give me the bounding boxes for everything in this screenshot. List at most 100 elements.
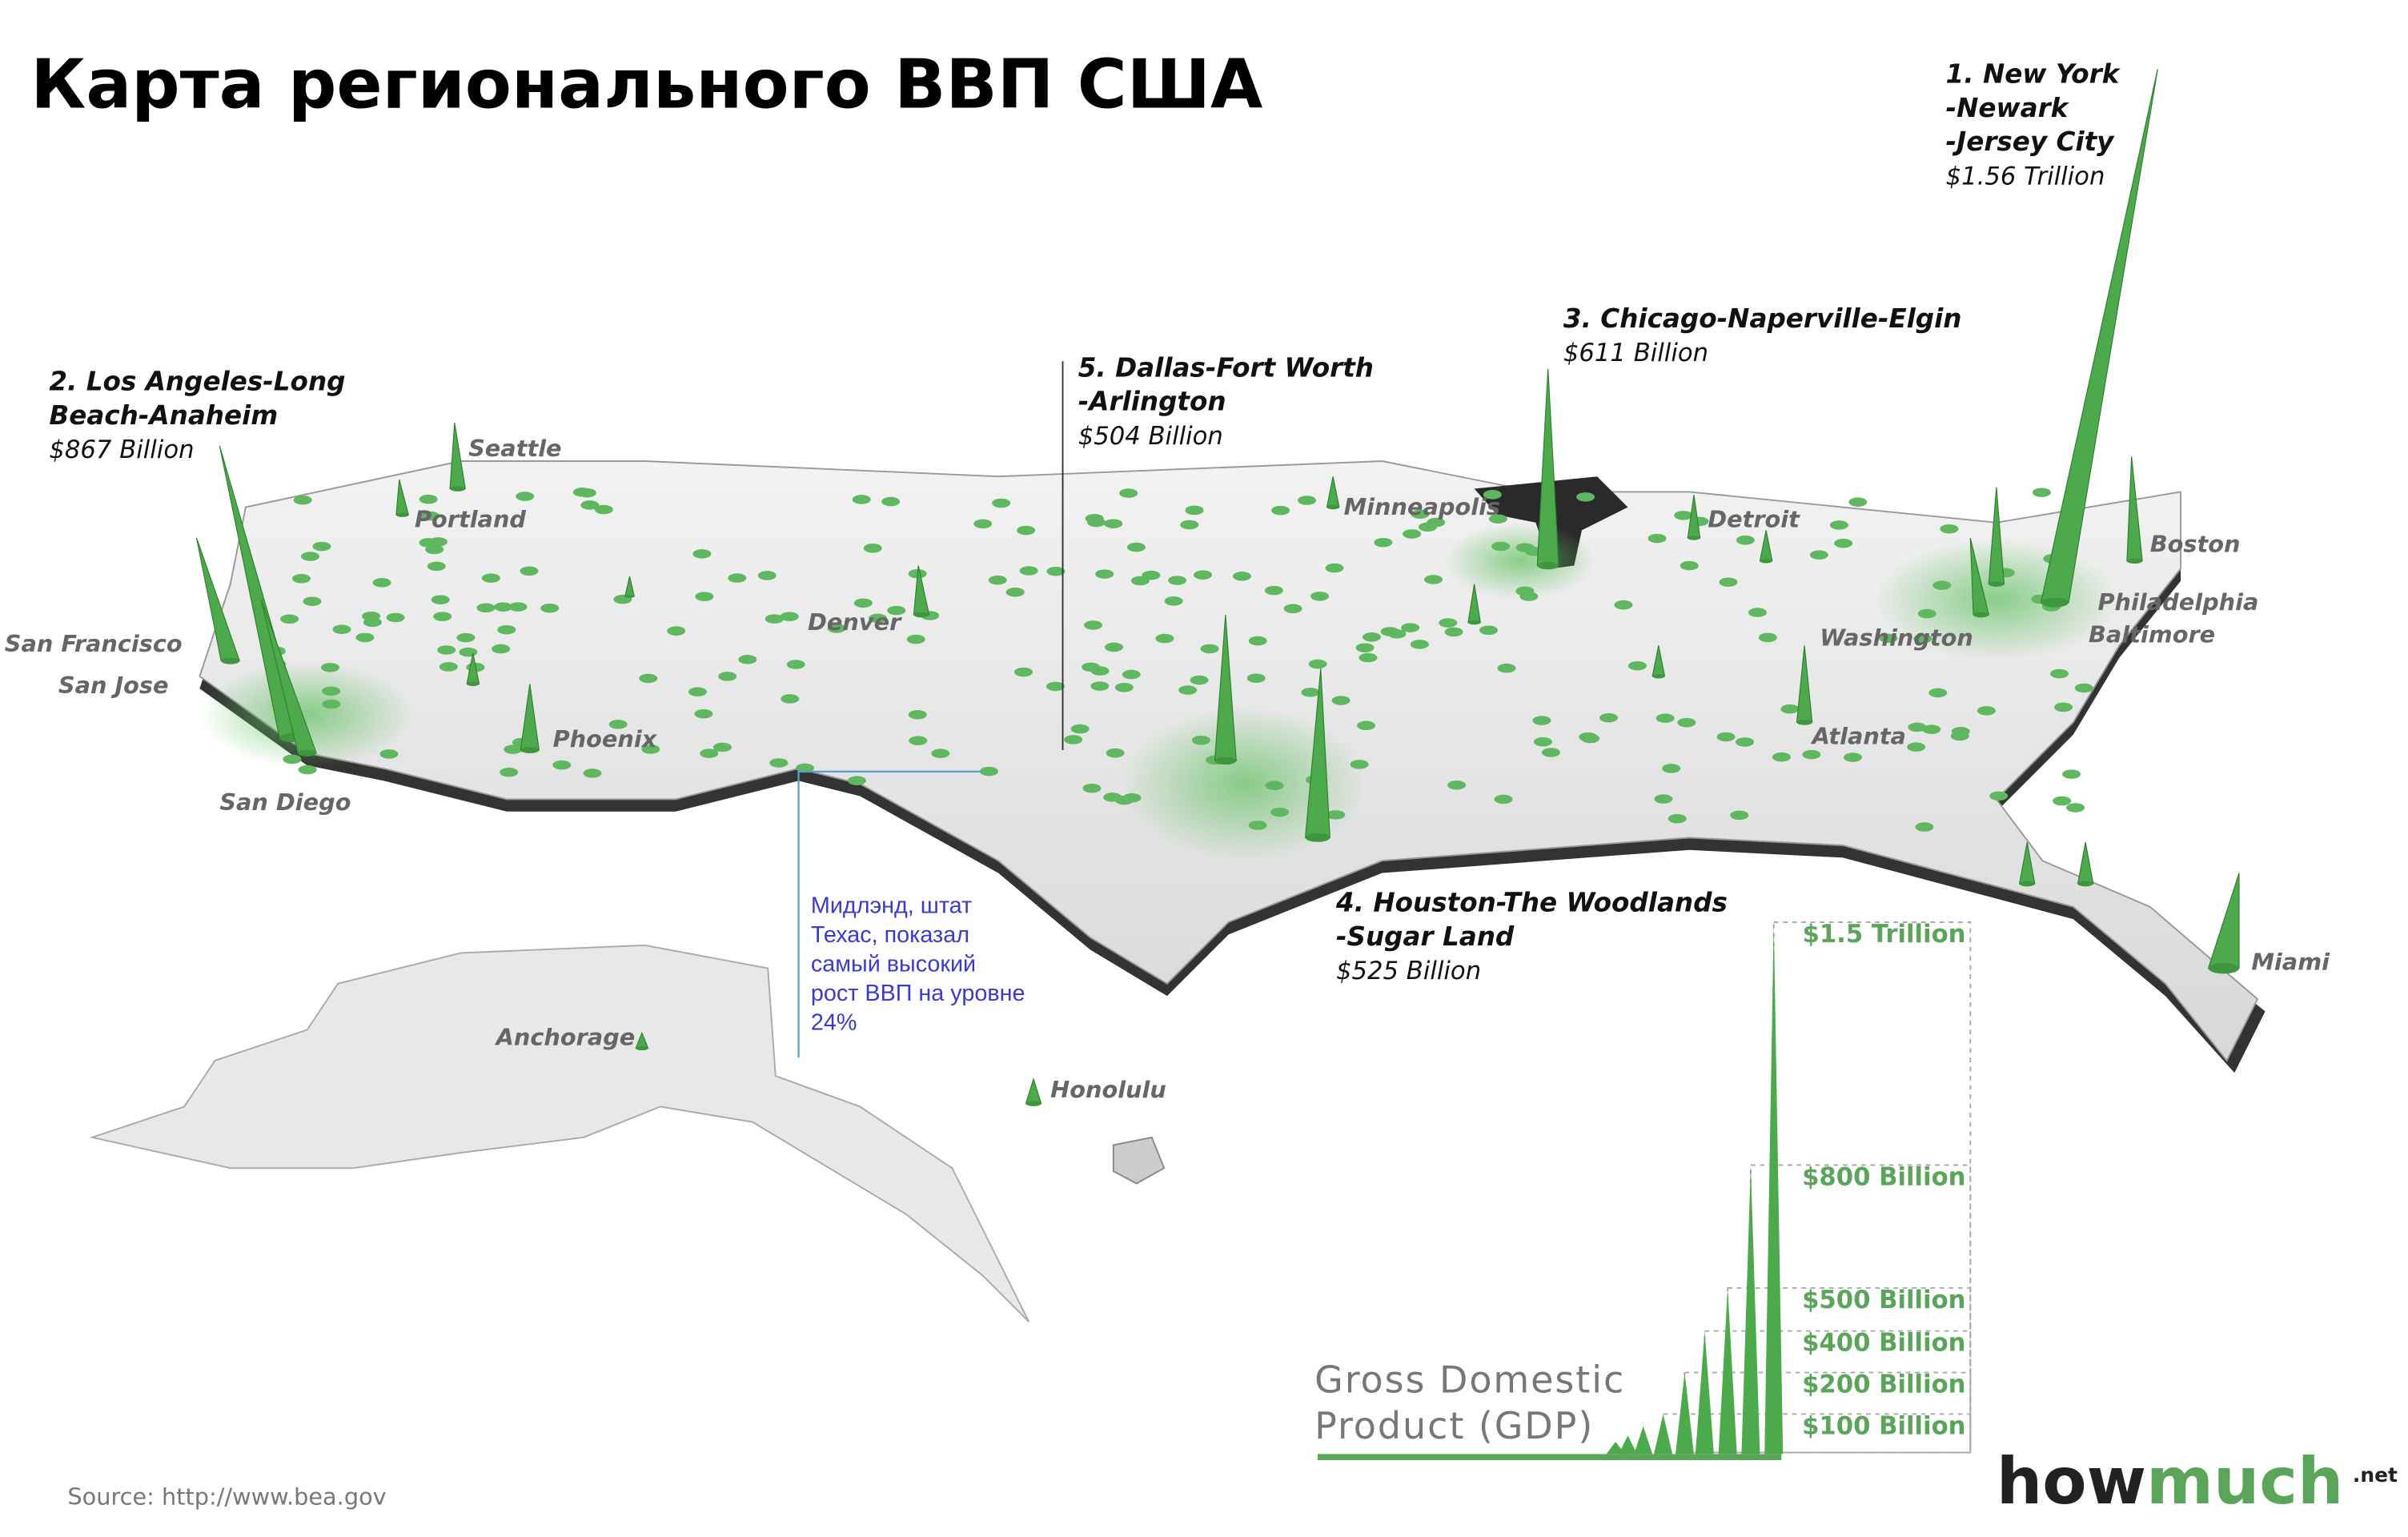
metro-dot <box>852 495 871 504</box>
gdp-spike <box>1025 1077 1042 1105</box>
metro-dot <box>1271 505 1290 516</box>
metro-dot <box>1829 520 1848 530</box>
city-label: Detroit <box>1708 506 1800 533</box>
metro-dot <box>1045 681 1065 692</box>
spike-base <box>1467 620 1481 625</box>
hawaii <box>1112 1136 1166 1185</box>
metro-dot <box>1103 793 1122 802</box>
metro-dot <box>2050 668 2069 679</box>
metro-dot <box>667 626 686 636</box>
metro-dot <box>322 699 341 709</box>
metro-gdp: $611 Billion <box>1563 339 1708 367</box>
logo-much: much <box>2146 1444 2343 1519</box>
metro-dot <box>979 766 998 777</box>
metro-dot <box>688 687 707 696</box>
metro-dot <box>1735 737 1755 747</box>
logo-how: how <box>1997 1444 2146 1519</box>
metro-dot <box>1533 736 1552 747</box>
metro-dot <box>1104 519 1123 528</box>
metro-dot <box>1989 791 2009 801</box>
metro-dot <box>1848 497 1868 507</box>
metro-dot <box>781 694 800 704</box>
gdp-spike <box>449 422 466 490</box>
metro-3: 3. Chicago-Naperville-Elgin $611 Billion <box>1563 303 1962 367</box>
metro-dot <box>1656 713 1675 723</box>
city-label: Washington <box>1820 624 1973 651</box>
metro-gdp: $1.56 Trillion <box>1946 163 2105 191</box>
metro-dot <box>908 710 927 720</box>
metro-5: 5. Dallas-Fort Worth -Arlington $504 Bil… <box>1078 352 1374 450</box>
metro-dot <box>433 612 452 621</box>
metro-dot <box>1647 533 1667 544</box>
metro-dot <box>1736 535 1755 545</box>
metro-dot <box>1913 634 1932 644</box>
annotation-line: Техас, показал <box>811 922 969 948</box>
legend-level: $500 Billion <box>1802 1286 1965 1314</box>
city-label: San Francisco <box>5 630 183 657</box>
metro-dot <box>1497 663 1516 673</box>
metro-dot <box>362 611 381 621</box>
metro-dot <box>1730 810 1749 821</box>
metro-dot <box>1401 623 1420 632</box>
spike-base <box>624 594 635 598</box>
metro-dot <box>1200 644 1219 654</box>
annotation-bracket <box>797 770 983 1057</box>
metro-dot <box>1082 662 1101 672</box>
metro-dot <box>1270 807 1290 817</box>
metro-dot <box>695 592 714 601</box>
metro-dot <box>1155 633 1174 644</box>
metro-dot <box>906 634 925 644</box>
metro-dot <box>1374 537 1393 548</box>
metro-dot <box>1419 522 1438 532</box>
metro-name: 1. New York <box>1946 59 2121 90</box>
glow <box>1121 707 1367 861</box>
metro-dot <box>641 744 660 754</box>
metro-dot <box>1780 704 1800 714</box>
metro-dot <box>1809 550 1828 560</box>
metro-dot <box>1844 752 1863 762</box>
metro-dot <box>580 500 600 510</box>
metro-dot <box>1627 660 1647 671</box>
annotation-line: рост ВВП на уровне <box>811 981 1025 1006</box>
metro-dot <box>1772 752 1791 762</box>
metro-dot <box>1168 576 1187 585</box>
metro-dot <box>1483 490 1502 500</box>
metro-dot <box>1164 596 1183 606</box>
metro-dot <box>1106 748 1125 758</box>
annotation-line: 24% <box>811 1009 857 1035</box>
metro-dot <box>1915 822 1934 832</box>
glow <box>199 660 415 768</box>
metro-dot <box>1922 724 1941 734</box>
metro-dot <box>1674 511 1693 520</box>
metro-1: 1. New York -Newark -Jersey City $1.56 T… <box>1946 59 2121 191</box>
spike-base <box>221 657 240 664</box>
metro-dot <box>303 596 322 606</box>
metro-dot <box>431 595 450 604</box>
city-label: Phoenix <box>553 725 658 752</box>
metro-dot <box>419 494 438 504</box>
metro-dot <box>909 736 928 745</box>
metro-dot <box>2054 702 2073 712</box>
metro-gdp: $867 Billion <box>49 436 194 464</box>
legend-spike <box>1695 1330 1714 1455</box>
metro-dot <box>1191 735 1210 745</box>
metro-dot <box>1410 640 1429 649</box>
metro-dot <box>1086 517 1106 528</box>
metro-dot <box>1105 642 1124 652</box>
metro-dot <box>1090 681 1110 691</box>
metro-dot <box>481 573 500 583</box>
metro-dot <box>1380 627 1399 636</box>
metro-dot <box>718 672 737 681</box>
metro-dot <box>712 742 732 752</box>
metro-dot <box>552 760 572 770</box>
metro-dot <box>1519 592 1539 601</box>
metro-name: -Arlington <box>1078 387 1226 417</box>
metro-dot <box>1180 520 1199 530</box>
city-label: Atlanta <box>1811 722 1906 749</box>
metro-dot <box>639 673 658 684</box>
metro-dot <box>456 632 476 643</box>
metro-dot <box>508 602 528 612</box>
metro-dot <box>1119 488 1138 498</box>
city-label: Seattle <box>468 435 561 462</box>
